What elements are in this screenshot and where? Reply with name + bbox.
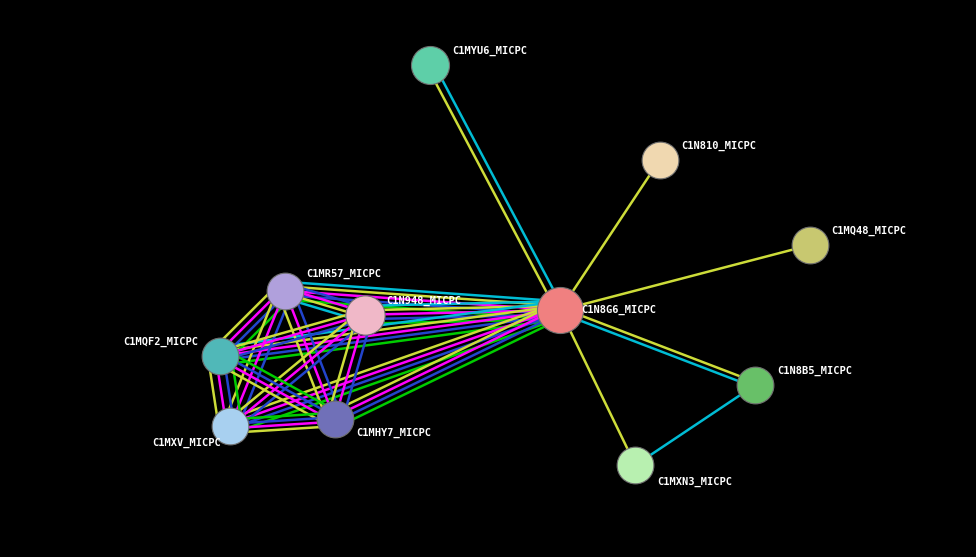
Point bbox=[748, 380, 763, 389]
Point bbox=[802, 241, 818, 250]
Text: C1MR57_MICPC: C1MR57_MICPC bbox=[306, 269, 382, 279]
Point bbox=[223, 422, 238, 431]
Point bbox=[652, 155, 668, 164]
Text: C1N948_MICPC: C1N948_MICPC bbox=[386, 296, 462, 306]
Text: C1MHY7_MICPC: C1MHY7_MICPC bbox=[356, 428, 431, 438]
Text: C1MXN3_MICPC: C1MXN3_MICPC bbox=[657, 477, 732, 487]
Text: C1MQF2_MICPC: C1MQF2_MICPC bbox=[123, 337, 198, 347]
Text: C1N8B5_MICPC: C1N8B5_MICPC bbox=[777, 366, 852, 376]
Point bbox=[327, 415, 343, 424]
Text: C1N810_MICPC: C1N810_MICPC bbox=[681, 141, 756, 151]
Point bbox=[212, 351, 227, 360]
Point bbox=[628, 461, 643, 470]
Text: C1MXV_MICPC: C1MXV_MICPC bbox=[152, 438, 221, 448]
Text: C1MQ48_MICPC: C1MQ48_MICPC bbox=[832, 226, 907, 236]
Text: C1MYU6_MICPC: C1MYU6_MICPC bbox=[452, 46, 527, 56]
Point bbox=[277, 286, 293, 295]
Text: C1N8G6_MICPC: C1N8G6_MICPC bbox=[582, 305, 657, 315]
Point bbox=[357, 310, 373, 319]
Point bbox=[423, 61, 438, 70]
Point bbox=[552, 306, 568, 315]
